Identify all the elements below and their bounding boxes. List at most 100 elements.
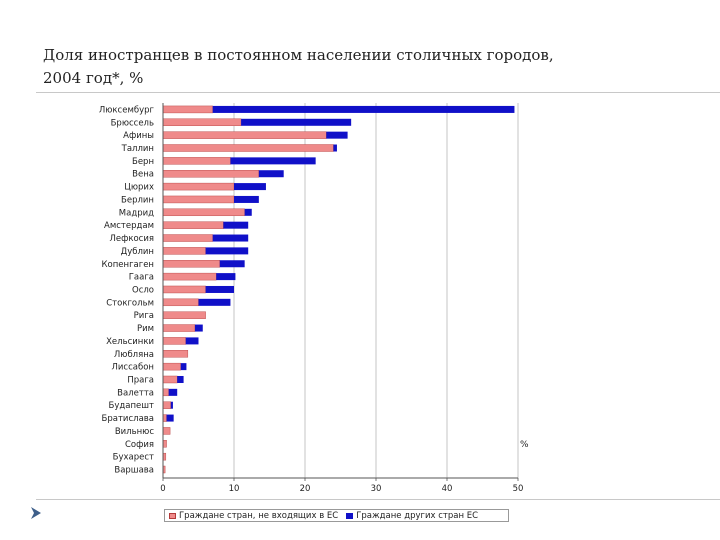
stacked-bar-chart: Люксембург Брюссель Афины Таллин Берн Вена Цюр…: [99, 103, 529, 494]
category-label: Братислава: [102, 414, 154, 424]
x-tick-label: 20: [300, 484, 311, 494]
category-label: Рим: [137, 324, 154, 334]
bar-other-eu: [166, 414, 174, 422]
legend-swatch-other-eu: [346, 512, 354, 519]
bar-other-eu: [212, 105, 515, 113]
category-label: Гаага: [129, 273, 154, 283]
bar-non-eu: [162, 131, 327, 139]
bar-non-eu: [162, 208, 245, 217]
category-label: Рига: [134, 311, 154, 321]
category-label: Хельсинки: [106, 337, 154, 347]
bullet-arrow-icon: [31, 507, 41, 519]
bar-other-eu: [194, 324, 203, 332]
bar-other-eu: [244, 208, 252, 216]
bar-non-eu: [162, 105, 213, 114]
unit-label: %: [520, 440, 529, 450]
bar-other-eu: [234, 183, 266, 191]
bar-other-eu: [219, 260, 245, 268]
category-label: Осло: [132, 285, 154, 295]
bar-non-eu: [162, 324, 196, 332]
category-label: Берлин: [121, 195, 154, 205]
x-tick-label: 40: [442, 484, 453, 494]
category-label: Таллин: [121, 144, 154, 154]
bar-non-eu: [162, 388, 169, 397]
bar-non-eu: [162, 221, 224, 229]
category-label: Лиссабон: [112, 363, 154, 373]
category-label: Прага: [127, 375, 154, 385]
category-label: Копенгаген: [101, 260, 154, 270]
category-label: Лефкосия: [109, 234, 154, 244]
slide-title-line-2: 2004 год*, %: [43, 69, 144, 87]
bar-non-eu: [162, 362, 181, 371]
category-label: Любляна: [114, 350, 154, 360]
legend-swatch-non-eu: [169, 512, 176, 519]
category-label: Будапешт: [109, 401, 155, 411]
category-label: Люксембург: [99, 105, 155, 115]
category-label: София: [125, 440, 154, 450]
category-label: Стокгольм: [106, 298, 154, 308]
category-label: Вильнюс: [115, 427, 155, 437]
bar-other-eu: [168, 388, 178, 396]
bar-non-eu: [162, 298, 199, 307]
bar-other-eu: [230, 157, 316, 165]
category-label: Афины: [123, 131, 154, 141]
bar-other-eu: [216, 273, 236, 281]
category-label: Валетта: [117, 388, 154, 398]
bar-other-eu: [212, 234, 249, 242]
bar-non-eu: [162, 170, 260, 178]
bar-non-eu: [162, 157, 231, 165]
bar-other-eu: [326, 131, 348, 139]
bar-non-eu: [162, 427, 171, 435]
bar-other-eu: [205, 247, 249, 255]
x-tick-label: 30: [371, 484, 382, 494]
bar-non-eu: [162, 285, 206, 294]
bar-other-eu: [234, 195, 259, 203]
category-labels: Люксембург Брюссель Афины Таллин Берн Вена Цюр…: [99, 105, 155, 475]
bar-other-eu: [180, 363, 187, 371]
x-tick-label: 50: [513, 484, 524, 494]
bar-non-eu: [162, 118, 242, 126]
bar-non-eu: [162, 414, 167, 422]
bar-other-eu: [241, 118, 352, 126]
bar-non-eu: [162, 375, 178, 384]
bar-non-eu: [162, 144, 334, 152]
bar-other-eu: [185, 337, 199, 345]
bar-non-eu: [162, 350, 189, 358]
bar-other-eu: [198, 298, 231, 306]
bar-other-eu: [258, 170, 284, 178]
legend-label-other-eu: Граждане других стран ЕС: [356, 510, 479, 521]
bar-non-eu: [162, 401, 172, 409]
chart-bars: [162, 105, 515, 474]
x-tick-label: 10: [229, 484, 240, 494]
bar-non-eu: [162, 260, 220, 268]
category-label: Амстердам: [104, 221, 154, 231]
title-divider: [36, 92, 720, 93]
bar-non-eu: [162, 234, 213, 242]
legend-label-non-eu: Граждане стран, не входящих в ЕС: [179, 510, 339, 521]
x-axis: 0 10 20 30 40 50%: [160, 103, 529, 494]
bar-non-eu: [162, 247, 206, 255]
bar-non-eu: [162, 195, 235, 204]
x-tick-label: 0: [160, 484, 165, 494]
category-label: Варшава: [114, 466, 154, 476]
bar-non-eu: [162, 182, 235, 191]
category-label: Брюссель: [111, 118, 154, 128]
category-label: Дублин: [121, 247, 154, 257]
category-label: Берн: [132, 157, 154, 167]
legend-item-other-eu: Граждане других стран ЕС: [346, 511, 478, 521]
bar-non-eu: [162, 440, 167, 448]
legend-item-non-eu: Граждане стран, не входящих в ЕС: [169, 511, 338, 521]
chart-legend: Граждане стран, не входящих в ЕС Граждан…: [164, 509, 509, 522]
category-label: Цюрих: [124, 183, 154, 193]
bar-other-eu: [333, 144, 337, 152]
bar-other-eu: [170, 401, 173, 409]
bar-non-eu: [162, 311, 206, 319]
bar-non-eu: [162, 337, 186, 345]
category-label: Мадрид: [119, 208, 154, 218]
chart-grid: [233, 103, 519, 478]
bar-other-eu: [223, 221, 249, 229]
bar-other-eu: [177, 375, 184, 383]
slide-title-line-1: Доля иностранцев в постоянном населении …: [43, 46, 554, 64]
category-label: Бухарест: [113, 453, 154, 463]
bar-other-eu: [205, 285, 234, 293]
